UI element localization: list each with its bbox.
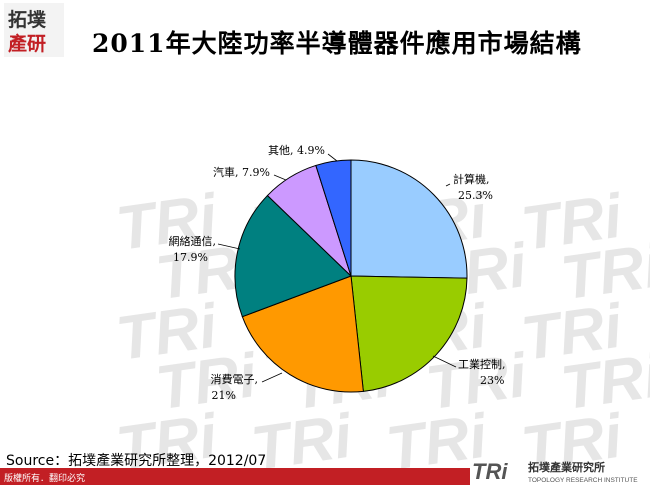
watermark-glyph: TRi: [517, 181, 627, 263]
source-note: Source：拓墣產業研究所整理，2012/07: [6, 453, 267, 469]
brand-subtitle: TOPOLOGY RESEARCH INSTITUTE: [528, 477, 638, 484]
slice-labels: 計算機, 25.3% 工業控制, 23% 消費電子, 21% 網絡通信, 17.9% 汽車, 7…: [169, 144, 506, 402]
slice-value-2: 21%: [212, 389, 236, 402]
copyright-text: 版權所有．翻印必究: [4, 474, 86, 484]
slice-label-1: 工業控制,: [458, 357, 506, 371]
leader-line-3: [217, 243, 241, 250]
leader-line-0: [445, 183, 451, 187]
leader-line-2: [261, 372, 283, 383]
logo-text-top: 拓墣: [8, 8, 46, 31]
watermark-glyph: TRi: [112, 181, 222, 263]
pie-slice-1: [350, 275, 468, 392]
slice-value-3: 17.9%: [173, 251, 208, 264]
watermark-glyph: TRi: [517, 401, 627, 483]
slice-label-3: 網絡通信,: [169, 234, 217, 248]
pie-slice-3: [234, 194, 352, 318]
slice-label-5: 其他, 4.9%: [268, 144, 325, 157]
page-title: 2011年大陸功率半導體器件應用市場結構: [92, 29, 582, 58]
leader-line-1: [432, 355, 457, 368]
brand-letters: TRi: [472, 459, 508, 484]
brand-logo-footer: TRi 拓墣產業研究所 TOPOLOGY RESEARCH INSTITUTE: [470, 458, 650, 485]
watermark-glyph: TRi: [422, 341, 532, 423]
slice-label-0: 計算機,: [453, 172, 490, 186]
footer-bar: [0, 468, 470, 485]
leader-line-4: [273, 174, 287, 181]
pie-slice-2: [241, 275, 364, 393]
slice-label-2: 消費電子,: [211, 372, 259, 386]
slice-value-1: 23%: [480, 374, 504, 387]
slice-label-4: 汽車, 7.9%: [213, 165, 270, 179]
leader-line-5: [327, 153, 338, 162]
pie-slice-0: [350, 159, 468, 279]
watermark-glyph: TRi: [112, 291, 222, 373]
slice-value-0: 25.3%: [458, 189, 493, 202]
watermark-glyph: TRi: [557, 341, 650, 423]
pie-slice-5: [315, 159, 352, 277]
watermark-glyph: TRi: [557, 231, 650, 313]
brand-name: 拓墣產業研究所: [528, 460, 605, 474]
leader-lines: [217, 153, 457, 383]
watermark-glyph: TRi: [152, 341, 262, 423]
logo-text-bottom: 產研: [8, 32, 46, 55]
pie-slices: [234, 159, 468, 393]
brand-logo-corner: 拓墣 產研: [0, 0, 70, 60]
watermark-glyph: TRi: [517, 291, 627, 373]
